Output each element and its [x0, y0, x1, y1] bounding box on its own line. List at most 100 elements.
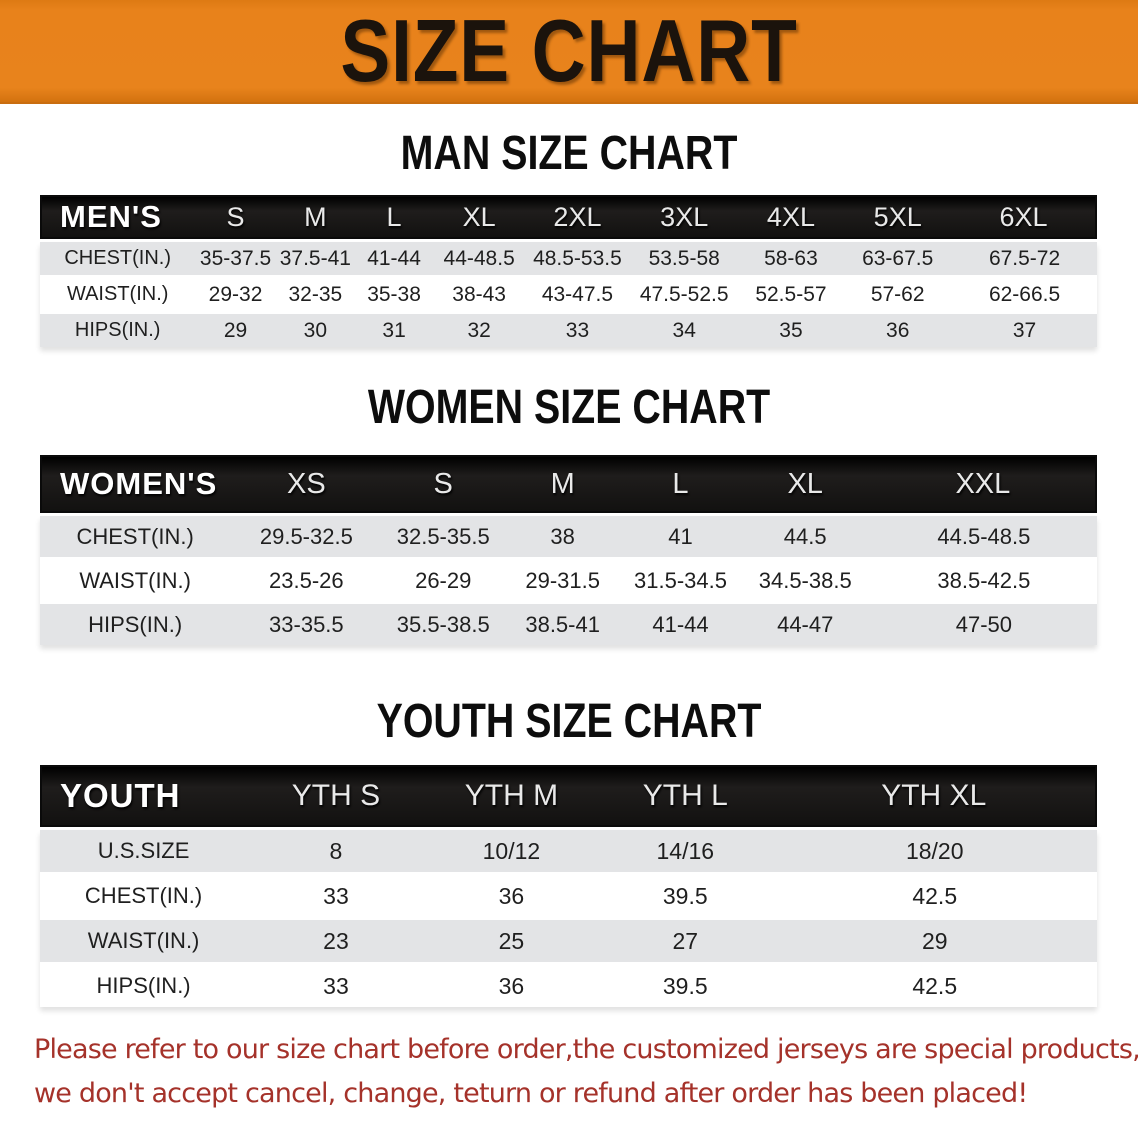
size-column-header: 3XL [629, 195, 739, 239]
men-section: MAN SIZE CHART MEN'S S M L XL 2XL 3XL 4XL 5XL 6XL… [0, 130, 1138, 350]
size-value-cell: 29.5-32.5 [230, 516, 383, 557]
measurement-label: WAIST(IN.) [40, 920, 248, 962]
women-size-table: WOMEN'S XS S M L XL XXL CHEST(IN.) 29.5-32.5 32.5… [40, 452, 1097, 648]
size-column-header: YTH M [424, 765, 599, 827]
table-row: CHEST(IN.) 29.5-32.5 32.5-35.5 38 41 44.5 44.5… [40, 516, 1097, 557]
measurement-label: WAIST(IN.) [40, 278, 196, 311]
size-value-cell: 36 [843, 314, 953, 347]
size-value-cell: 33 [247, 875, 425, 917]
measurement-label: CHEST(IN.) [40, 516, 231, 557]
size-value-cell: 62-66.5 [952, 278, 1097, 311]
size-value-cell: 27 [598, 920, 773, 962]
size-value-cell: 36 [424, 965, 599, 1007]
size-value-cell: 44-47 [739, 604, 871, 645]
size-value-cell: 29 [195, 314, 276, 347]
size-value-cell: 33 [525, 314, 630, 347]
size-value-cell: 57-62 [843, 278, 953, 311]
size-value-cell: 34 [629, 314, 739, 347]
size-column-header: 4XL [738, 195, 844, 239]
size-value-cell: 29 [772, 920, 1097, 962]
size-value-cell: 63-67.5 [843, 242, 953, 275]
size-column-header: L [354, 195, 434, 239]
size-value-cell: 52.5-57 [738, 278, 844, 311]
size-value-cell: 38.5-42.5 [870, 560, 1097, 601]
women-section: WOMEN SIZE CHART WOMEN'S XS S M L XL XXL CHEST(… [0, 384, 1138, 648]
size-value-cell: 8 [247, 830, 425, 872]
measurement-label: U.S.SIZE [40, 830, 248, 872]
size-value-cell: 35 [738, 314, 844, 347]
table-row: WAIST(IN.) 23 25 27 29 [40, 920, 1097, 962]
table-row: U.S.SIZE 8 10/12 14/16 18/20 [40, 830, 1097, 872]
size-column-header: S [195, 195, 276, 239]
table-row: HIPS(IN.) 33 36 39.5 42.5 [40, 965, 1097, 1007]
size-value-cell: 31 [354, 314, 434, 347]
table-row: WAIST(IN.) 29-32 32-35 35-38 38-43 43-47.5 47.… [40, 278, 1097, 311]
size-value-cell: 23 [247, 920, 425, 962]
size-value-cell: 37.5-41 [275, 242, 355, 275]
size-value-cell: 67.5-72 [952, 242, 1097, 275]
size-column-header: XS [230, 455, 383, 513]
table-row: CHEST(IN.) 33 36 39.5 42.5 [40, 875, 1097, 917]
size-value-cell: 23.5-26 [230, 560, 383, 601]
size-value-cell: 35.5-38.5 [382, 604, 504, 645]
size-value-cell: 33 [247, 965, 425, 1007]
size-value-cell: 33-35.5 [230, 604, 383, 645]
table-row: HIPS(IN.) 29 30 31 32 33 34 35 36 37 [40, 314, 1097, 347]
disclaimer: Please refer to our size chart before or… [0, 1028, 1138, 1116]
size-value-cell: 31.5-34.5 [621, 560, 740, 601]
table-row: HIPS(IN.) 33-35.5 35.5-38.5 38.5-41 41-44 44-… [40, 604, 1097, 645]
size-value-cell: 29-31.5 [504, 560, 622, 601]
size-table-header-row: MEN'S S M L XL 2XL 3XL 4XL 5XL 6XL [40, 195, 1097, 239]
table-row: CHEST(IN.) 35-37.5 37.5-41 41-44 44-48.5 48.5… [40, 242, 1097, 275]
size-table-header-row: YOUTH YTH S YTH M YTH L YTH XL [40, 765, 1097, 827]
size-value-cell: 25 [424, 920, 599, 962]
size-column-header: 2XL [525, 195, 630, 239]
size-value-cell: 41 [621, 516, 740, 557]
size-value-cell: 41-44 [354, 242, 434, 275]
size-column-header: 5XL [843, 195, 953, 239]
size-value-cell: 30 [275, 314, 355, 347]
youth-size-table: YOUTH YTH S YTH M YTH L YTH XL U.S.SIZE 8 10/12… [40, 762, 1097, 1010]
size-value-cell: 38-43 [433, 278, 526, 311]
table-header-label: MEN'S [40, 195, 196, 239]
size-column-header: 6XL [952, 195, 1097, 239]
size-value-cell: 32.5-35.5 [382, 516, 504, 557]
page-title: SIZE CHART [340, 1, 798, 100]
men-section-heading: MAN SIZE CHART [400, 127, 738, 180]
youth-section-heading: YOUTH SIZE CHART [376, 695, 762, 748]
size-column-header: S [382, 455, 504, 513]
size-column-header: XL [739, 455, 871, 513]
size-value-cell: 47.5-52.5 [629, 278, 739, 311]
measurement-label: CHEST(IN.) [40, 875, 248, 917]
size-value-cell: 42.5 [772, 965, 1097, 1007]
size-value-cell: 44.5 [739, 516, 871, 557]
size-value-cell: 36 [424, 875, 599, 917]
size-value-cell: 43-47.5 [525, 278, 630, 311]
size-value-cell: 35-38 [354, 278, 434, 311]
size-column-header: XL [433, 195, 526, 239]
size-value-cell: 18/20 [772, 830, 1097, 872]
size-value-cell: 38.5-41 [504, 604, 622, 645]
size-value-cell: 39.5 [598, 965, 773, 1007]
size-value-cell: 14/16 [598, 830, 773, 872]
measurement-label: HIPS(IN.) [40, 965, 248, 1007]
size-value-cell: 44-48.5 [433, 242, 526, 275]
table-header-label: YOUTH [40, 765, 248, 827]
size-column-header: YTH L [598, 765, 773, 827]
size-value-cell: 32-35 [275, 278, 355, 311]
size-value-cell: 34.5-38.5 [739, 560, 871, 601]
measurement-label: HIPS(IN.) [40, 604, 231, 645]
size-column-header: M [275, 195, 355, 239]
size-value-cell: 58-63 [738, 242, 844, 275]
size-column-header: YTH XL [772, 765, 1097, 827]
disclaimer-line-2: we don't accept cancel, change, teturn o… [34, 1078, 1028, 1109]
table-row: WAIST(IN.) 23.5-26 26-29 29-31.5 31.5-34.5 34… [40, 560, 1097, 601]
size-value-cell: 26-29 [382, 560, 504, 601]
women-section-heading: WOMEN SIZE CHART [367, 381, 771, 434]
size-table-header-row: WOMEN'S XS S M L XL XXL [40, 455, 1097, 513]
measurement-label: HIPS(IN.) [40, 314, 196, 347]
size-column-header: L [621, 455, 740, 513]
size-column-header: XXL [870, 455, 1097, 513]
size-value-cell: 10/12 [424, 830, 599, 872]
